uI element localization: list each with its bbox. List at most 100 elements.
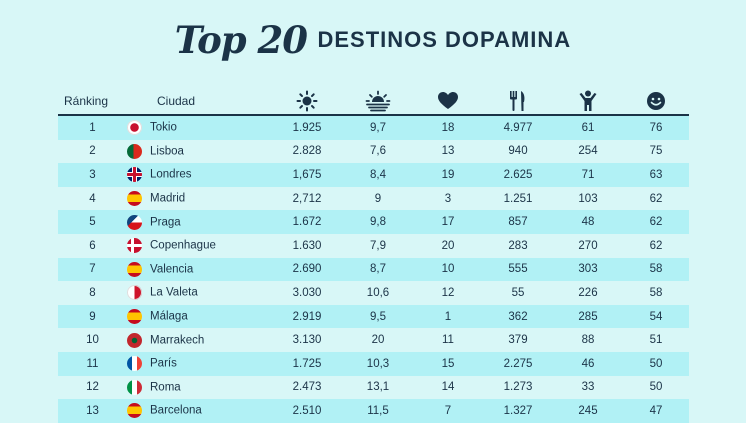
sunset-value: 8,7 bbox=[343, 257, 413, 282]
smiley-header[interactable] bbox=[623, 88, 689, 116]
person-value: 61 bbox=[553, 115, 623, 140]
heart-value: 17 bbox=[413, 210, 483, 234]
sun-value: 2.690 bbox=[271, 257, 343, 282]
person-value: 285 bbox=[553, 304, 623, 329]
rank-cell: 12 bbox=[58, 375, 127, 400]
food-value: 362 bbox=[483, 304, 553, 329]
sun-value: 2.510 bbox=[271, 399, 343, 423]
spain-flag-icon bbox=[127, 403, 142, 419]
rank-cell: 13 bbox=[58, 399, 127, 423]
table-row[interactable]: 4 Madrid 2,712 9 3 1.251 103 62 bbox=[58, 186, 689, 211]
japan-flag-icon bbox=[127, 120, 142, 136]
person-value: 48 bbox=[553, 210, 623, 234]
city-name: Londres bbox=[150, 168, 192, 181]
rank-cell: 5 bbox=[58, 210, 127, 234]
portugal-flag-icon bbox=[127, 143, 142, 159]
food-value: 857 bbox=[483, 210, 553, 234]
sunset-icon bbox=[365, 90, 391, 112]
smiley-value: 63 bbox=[623, 163, 689, 187]
city-cell: Copenhague bbox=[127, 233, 271, 258]
city-name: Lisboa bbox=[150, 145, 184, 158]
rank-cell: 7 bbox=[58, 257, 127, 282]
table-row[interactable]: 6 Copenhague 1.630 7,9 20 283 270 62 bbox=[58, 233, 689, 258]
smiley-value: 62 bbox=[623, 186, 689, 211]
food-value: 55 bbox=[483, 281, 553, 305]
sun-value: 1.630 bbox=[271, 233, 343, 258]
heart-value: 18 bbox=[413, 115, 483, 140]
person-icon bbox=[579, 90, 597, 111]
rank-header[interactable]: Ránking bbox=[58, 88, 127, 116]
smiley-value: 51 bbox=[623, 328, 689, 352]
sunset-value: 10,6 bbox=[343, 281, 413, 305]
food-value: 940 bbox=[483, 139, 553, 164]
sunset-value: 7,9 bbox=[343, 233, 413, 258]
table-row[interactable]: 10 Marrakech 3.130 20 11 379 88 51 bbox=[58, 328, 689, 352]
czech-flag-icon bbox=[127, 214, 142, 230]
heart-value: 14 bbox=[413, 375, 483, 400]
person-header[interactable] bbox=[553, 88, 623, 116]
food-header[interactable] bbox=[483, 88, 553, 116]
table-row[interactable]: 5 Praga 1.672 9,8 17 857 48 62 bbox=[58, 210, 689, 234]
city-name: Madrid bbox=[150, 192, 186, 205]
sun-value: 1,675 bbox=[271, 163, 343, 187]
rank-cell: 11 bbox=[58, 351, 127, 376]
sun-value: 1.925 bbox=[271, 115, 343, 140]
italy-flag-icon bbox=[127, 379, 142, 395]
city-cell: Tokio bbox=[127, 115, 271, 140]
city-name: París bbox=[150, 357, 177, 370]
food-value: 1.273 bbox=[483, 375, 553, 400]
france-flag-icon bbox=[127, 356, 142, 372]
sun-icon bbox=[296, 90, 318, 112]
smiley-value: 47 bbox=[623, 399, 689, 423]
sun-header[interactable] bbox=[271, 88, 343, 116]
table-row[interactable]: 13 Barcelona 2.510 11,5 7 1.327 245 47 bbox=[58, 399, 689, 423]
rank-cell: 1 bbox=[58, 115, 127, 140]
table-row[interactable]: 11 París 1.725 10,3 15 2.275 46 50 bbox=[58, 351, 689, 376]
sunset-value: 10,3 bbox=[343, 351, 413, 376]
heart-value: 12 bbox=[413, 281, 483, 305]
smiley-value: 50 bbox=[623, 375, 689, 400]
sun-value: 1.725 bbox=[271, 351, 343, 376]
city-name: Barcelona bbox=[150, 404, 202, 417]
smiley-value: 54 bbox=[623, 304, 689, 329]
spain-flag-icon bbox=[127, 261, 142, 277]
table-row[interactable]: 3 Londres 1,675 8,4 19 2.625 71 63 bbox=[58, 163, 689, 187]
sunset-header[interactable] bbox=[343, 88, 413, 116]
city-header[interactable]: Ciudad bbox=[127, 88, 271, 116]
person-value: 270 bbox=[553, 233, 623, 258]
food-value: 1.251 bbox=[483, 186, 553, 211]
table-row[interactable]: 9 Málaga 2.919 9,5 1 362 285 54 bbox=[58, 304, 689, 329]
smiley-value: 62 bbox=[623, 210, 689, 234]
sun-value: 1.672 bbox=[271, 210, 343, 234]
title-script: Top 20 bbox=[174, 18, 308, 62]
heart-header[interactable] bbox=[413, 88, 483, 116]
person-value: 33 bbox=[553, 375, 623, 400]
table-row[interactable]: 7 Valencia 2.690 8,7 10 555 303 58 bbox=[58, 257, 689, 282]
smiley-value: 58 bbox=[623, 281, 689, 305]
city-cell: Praga bbox=[127, 210, 271, 234]
city-cell: París bbox=[127, 351, 271, 376]
food-value: 555 bbox=[483, 257, 553, 282]
sun-value: 2.919 bbox=[271, 304, 343, 329]
table-row[interactable]: 1 Tokio 1.925 9,7 18 4.977 61 76 bbox=[58, 115, 689, 140]
table-row[interactable]: 8 La Valeta 3.030 10,6 12 55 226 58 bbox=[58, 281, 689, 305]
rank-cell: 9 bbox=[58, 304, 127, 329]
sunset-value: 9,8 bbox=[343, 210, 413, 234]
food-value: 2.625 bbox=[483, 163, 553, 187]
sunset-value: 9 bbox=[343, 186, 413, 211]
city-cell: Roma bbox=[127, 375, 271, 400]
person-value: 103 bbox=[553, 186, 623, 211]
city-name: Marrakech bbox=[150, 334, 205, 347]
person-value: 245 bbox=[553, 399, 623, 423]
city-cell: Lisboa bbox=[127, 139, 271, 164]
table-row[interactable]: 12 Roma 2.473 13,1 14 1.273 33 50 bbox=[58, 375, 689, 400]
heart-value: 1 bbox=[413, 304, 483, 329]
sunset-value: 13,1 bbox=[343, 375, 413, 400]
city-cell: Valencia bbox=[127, 257, 271, 282]
heart-value: 13 bbox=[413, 139, 483, 164]
table-row[interactable]: 2 Lisboa 2.828 7,6 13 940 254 75 bbox=[58, 139, 689, 164]
header-row: Ránking Ciudad bbox=[58, 88, 689, 116]
person-value: 226 bbox=[553, 281, 623, 305]
ranking-table: Ránking Ciudad bbox=[58, 88, 689, 423]
city-name: Tokio bbox=[150, 121, 177, 134]
